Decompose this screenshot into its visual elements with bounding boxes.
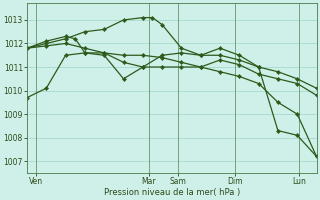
- X-axis label: Pression niveau de la mer( hPa ): Pression niveau de la mer( hPa ): [104, 188, 240, 197]
